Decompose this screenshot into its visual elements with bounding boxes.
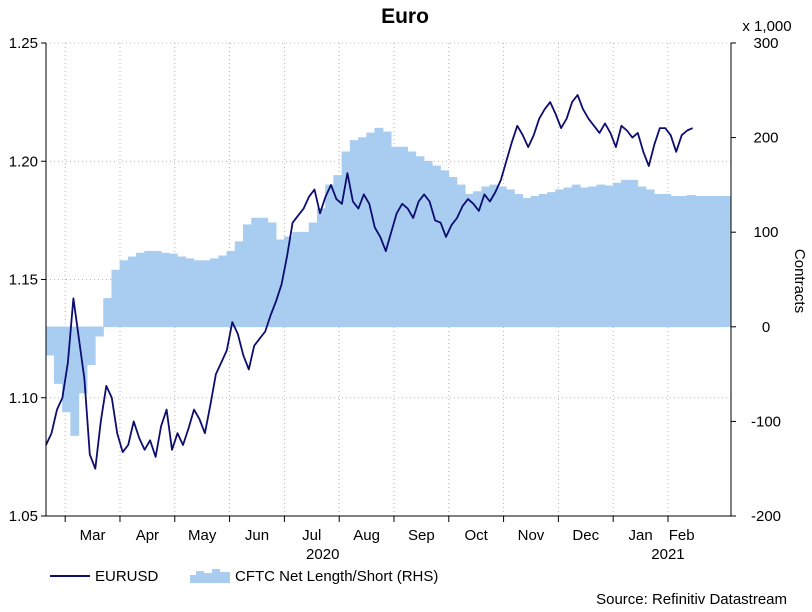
right-axis-label: Contracts xyxy=(791,249,808,313)
legend-eurusd-label: EURUSD xyxy=(95,568,159,585)
month-label: Jan xyxy=(628,527,652,544)
right-tick-label: -200 xyxy=(751,508,781,525)
month-label: Sep xyxy=(408,527,435,544)
cftc-net-position-area xyxy=(45,127,732,436)
legend: EURUSD CFTC Net Length/Short (RHS) xyxy=(50,568,438,585)
left-tick-label: 1.10 xyxy=(9,390,38,407)
right-tick-label: 100 xyxy=(753,224,778,241)
year-label: 2021 xyxy=(651,546,684,563)
month-label: Dec xyxy=(572,527,599,544)
month-label: Mar xyxy=(80,527,106,544)
right-tick-label: 300 xyxy=(753,35,778,52)
left-tick-label: 1.25 xyxy=(9,35,38,52)
left-tick-label: 1.05 xyxy=(9,508,38,525)
month-label: Apr xyxy=(136,527,159,544)
eurusd-line xyxy=(45,94,693,470)
legend-cftc-swatch xyxy=(190,569,230,583)
right-tick-label: 0 xyxy=(762,319,770,336)
right-tick-label: 200 xyxy=(753,130,778,147)
month-label: Feb xyxy=(669,527,695,544)
legend-cftc-label: CFTC Net Length/Short (RHS) xyxy=(235,568,438,585)
right-axis-multiplier: x 1,000 xyxy=(742,18,791,35)
eurusd-line-layer xyxy=(45,94,693,470)
left-tick-label: 1.15 xyxy=(9,272,38,289)
source-note: Source: Refinitiv Datastream xyxy=(596,591,787,607)
left-tick-label: 1.20 xyxy=(9,153,38,170)
month-label: Nov xyxy=(518,527,545,544)
month-label: May xyxy=(188,527,217,544)
tick-label-layer: 1.05 1.10 1.15 1.20 1.25 -200 -100 0 100 200 300 Ma… xyxy=(9,35,781,563)
month-label: Oct xyxy=(465,527,489,544)
chart-title: Euro xyxy=(381,5,429,28)
year-label: 2020 xyxy=(306,546,339,563)
month-label: Jul xyxy=(302,527,321,544)
cftc-area-layer xyxy=(45,127,732,436)
right-tick-label: -100 xyxy=(751,413,781,430)
month-label: Jun xyxy=(245,527,269,544)
month-label: Aug xyxy=(353,527,380,544)
axes-layer xyxy=(41,42,736,522)
